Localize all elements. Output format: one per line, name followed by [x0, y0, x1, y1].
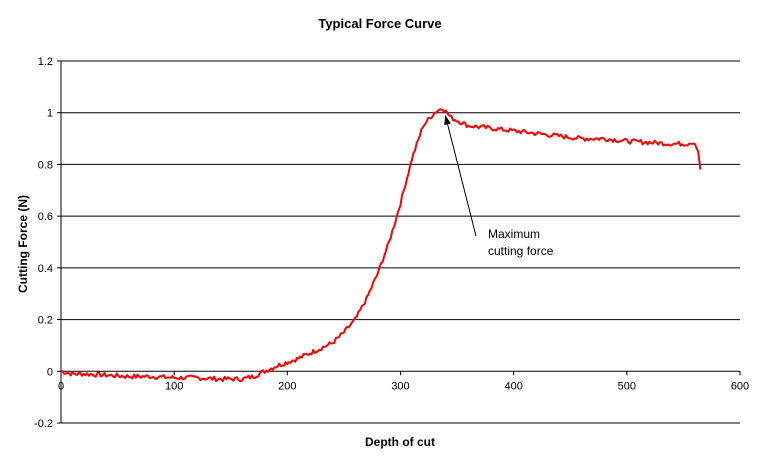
x-tick-label: 500	[618, 380, 636, 392]
axes	[57, 60, 741, 424]
gridlines	[61, 60, 740, 424]
x-axis-title: Depth of cut	[365, 435, 435, 449]
annotation-arrowhead	[444, 115, 451, 126]
y-tick-label: 1	[47, 108, 53, 120]
data-series	[60, 108, 702, 383]
x-tick-label: 400	[504, 380, 522, 392]
annotation: Maximum cutting force	[444, 115, 554, 258]
x-tick-label: 300	[391, 380, 409, 392]
x-tick-label: 600	[731, 380, 749, 392]
chart-title: Typical Force Curve	[318, 16, 441, 31]
y-tick-label: 0.4	[38, 263, 53, 275]
y-tick-labels: -0.2 0 0.2 0.4 0.6 0.8 1 1.2	[34, 56, 53, 430]
y-tick-label: 0.8	[38, 159, 53, 171]
y-tick-label: 0.6	[38, 211, 53, 223]
series-line	[60, 108, 702, 383]
y-tick-label: -0.2	[34, 418, 53, 430]
annotation-label: Maximum	[488, 227, 540, 241]
x-tick-labels: 0 100 200 300 400 500 600	[58, 380, 749, 392]
x-tick-label: 200	[278, 380, 296, 392]
annotation-arrow-line	[444, 115, 477, 237]
x-tick-label: 100	[165, 380, 183, 392]
y-axis-title: Cutting Force (N)	[16, 195, 30, 293]
y-tick-label: 1.2	[38, 56, 53, 68]
x-tick-label: 0	[58, 380, 64, 392]
y-tick-label: 0	[47, 366, 53, 378]
annotation-label: cutting force	[488, 244, 554, 258]
y-tick-label: 0.2	[38, 315, 53, 327]
